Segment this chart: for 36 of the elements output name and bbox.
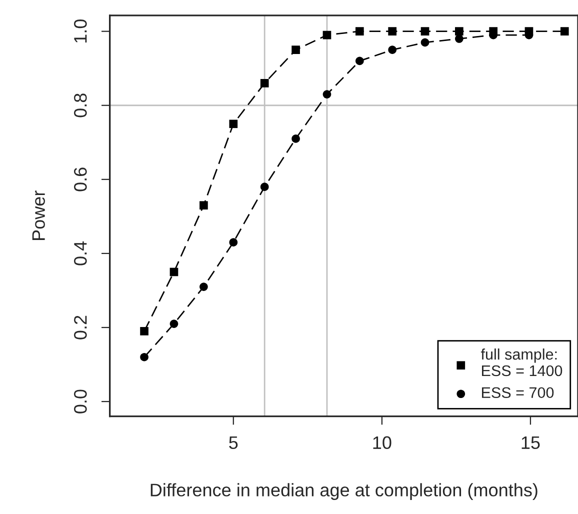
x-tick-label: 10 — [373, 436, 392, 450]
point — [229, 120, 238, 128]
point — [292, 46, 300, 54]
y-tick-label: 0.4 — [74, 241, 87, 266]
point — [420, 38, 430, 47]
y-tick-label: 0.8 — [74, 94, 87, 118]
y-tick-label: 0.6 — [74, 168, 87, 192]
y-axis-title: Power — [32, 190, 45, 240]
point — [292, 134, 300, 143]
legend-label: full sample: ESS = 1400 — [480, 348, 562, 376]
point — [322, 30, 332, 40]
x-tick-label: 15 — [522, 436, 540, 450]
point — [455, 27, 464, 36]
point — [388, 27, 396, 36]
point — [140, 352, 148, 362]
point — [170, 320, 178, 328]
legend-label: ESS = 700 — [482, 387, 554, 398]
point — [140, 327, 148, 336]
point — [388, 46, 396, 54]
point — [229, 238, 238, 247]
y-tick-label: 0.2 — [74, 316, 87, 340]
point — [420, 27, 430, 36]
point — [200, 282, 208, 291]
point — [260, 182, 269, 191]
y-tick-label: 1.0 — [74, 19, 87, 43]
point — [200, 201, 208, 210]
point — [260, 79, 269, 88]
point — [355, 27, 364, 36]
point — [322, 90, 332, 98]
x-tick-label: 5 — [229, 436, 238, 450]
point — [170, 268, 178, 276]
point — [355, 56, 364, 66]
y-tick-label: 0.0 — [74, 390, 87, 414]
point — [560, 27, 569, 36]
x-axis-title: Difference in median age at completion (months) — [150, 483, 538, 500]
point — [455, 34, 464, 43]
